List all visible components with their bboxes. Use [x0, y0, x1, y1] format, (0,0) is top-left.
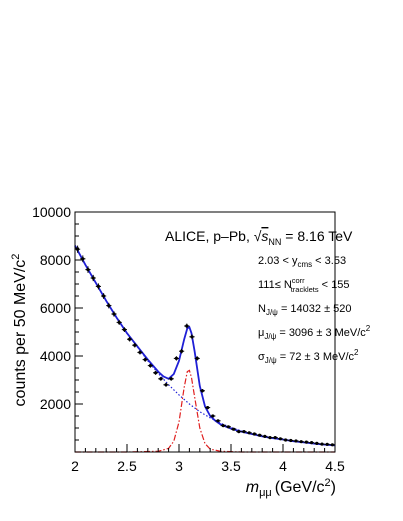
data-point [288, 438, 294, 443]
data-points [75, 245, 335, 447]
data-point [147, 363, 153, 368]
y-tick-label: 10000 [32, 204, 71, 220]
data-point [95, 283, 101, 290]
data-point [303, 440, 309, 444]
data-point [116, 319, 122, 325]
data-point [132, 342, 138, 348]
data-point [111, 311, 117, 317]
data-point [179, 348, 185, 354]
data-point [215, 419, 221, 423]
data-point [241, 430, 247, 434]
data-point [257, 433, 263, 437]
data-point [251, 432, 257, 436]
rapidity-label: 2.03 < ycms < 3.53 [258, 255, 346, 269]
data-point [199, 389, 205, 393]
data-point [277, 437, 283, 441]
data-point [194, 356, 200, 361]
data-point [205, 406, 211, 410]
data-point [153, 370, 159, 375]
sigma-label: σJ/ψ = 72 ± 3 MeV/c2 [258, 348, 359, 365]
data-point [127, 336, 133, 342]
x-tick-label: 4 [279, 458, 287, 474]
data-point [231, 427, 237, 431]
data-point [85, 266, 91, 273]
data-point [267, 436, 273, 440]
data-point [137, 350, 143, 355]
data-point [106, 302, 112, 309]
y-tick-label: 4000 [40, 348, 71, 364]
data-point [142, 357, 148, 362]
data-point [324, 442, 330, 446]
data-point [101, 293, 107, 299]
data-point [220, 424, 226, 428]
data-point [283, 438, 289, 442]
tracklets-label: 111≤ Ncorr tracklets < 155 [258, 276, 350, 294]
mu-label: μJ/ψ = 3096 ± 3 MeV/c2 [258, 324, 371, 341]
x-tick-label: 2 [71, 458, 79, 474]
data-point [225, 425, 231, 429]
signal-curve [75, 369, 335, 453]
data-point [163, 382, 169, 387]
data-point [210, 414, 216, 418]
x-tick-label: 3 [175, 458, 183, 474]
data-point [329, 443, 335, 447]
data-point [184, 323, 190, 329]
data-point [90, 274, 96, 282]
data-point [272, 436, 278, 440]
x-axis: 2 2.5 3 3.5 4 4.5 [71, 444, 345, 474]
x-tick-label: 4.5 [325, 458, 345, 474]
sqrt-sign: √ [254, 228, 262, 244]
data-point [298, 440, 304, 444]
data-point [262, 434, 268, 438]
data-point [121, 327, 127, 332]
y-axis-title: counts per 50 MeV/c2 [10, 254, 29, 407]
data-point [236, 430, 242, 434]
x-axis-title: mμμ (GeV/c2) [246, 477, 336, 499]
data-point [189, 334, 195, 340]
data-point [173, 356, 179, 361]
data-point [75, 245, 81, 253]
data-point [309, 441, 315, 445]
y-tick-label: 6000 [40, 300, 71, 316]
y-tick-label: 8000 [40, 252, 71, 268]
data-point [246, 431, 252, 435]
data-point [158, 376, 164, 381]
data-point [314, 441, 320, 445]
y-tick-label: 2000 [40, 396, 71, 412]
collision-label: ALICE, p–Pb, √sNN = 8.16 TeV [165, 228, 353, 247]
njpsi-label: NJ/ψ = 14032 ± 520 [258, 303, 352, 317]
x-tick-label: 2.5 [117, 458, 137, 474]
data-point [293, 439, 299, 443]
data-point [168, 376, 174, 381]
data-point [319, 442, 325, 446]
x-tick-label: 3.5 [221, 458, 241, 474]
y-axis: 2000 4000 6000 8000 10000 [32, 204, 83, 441]
